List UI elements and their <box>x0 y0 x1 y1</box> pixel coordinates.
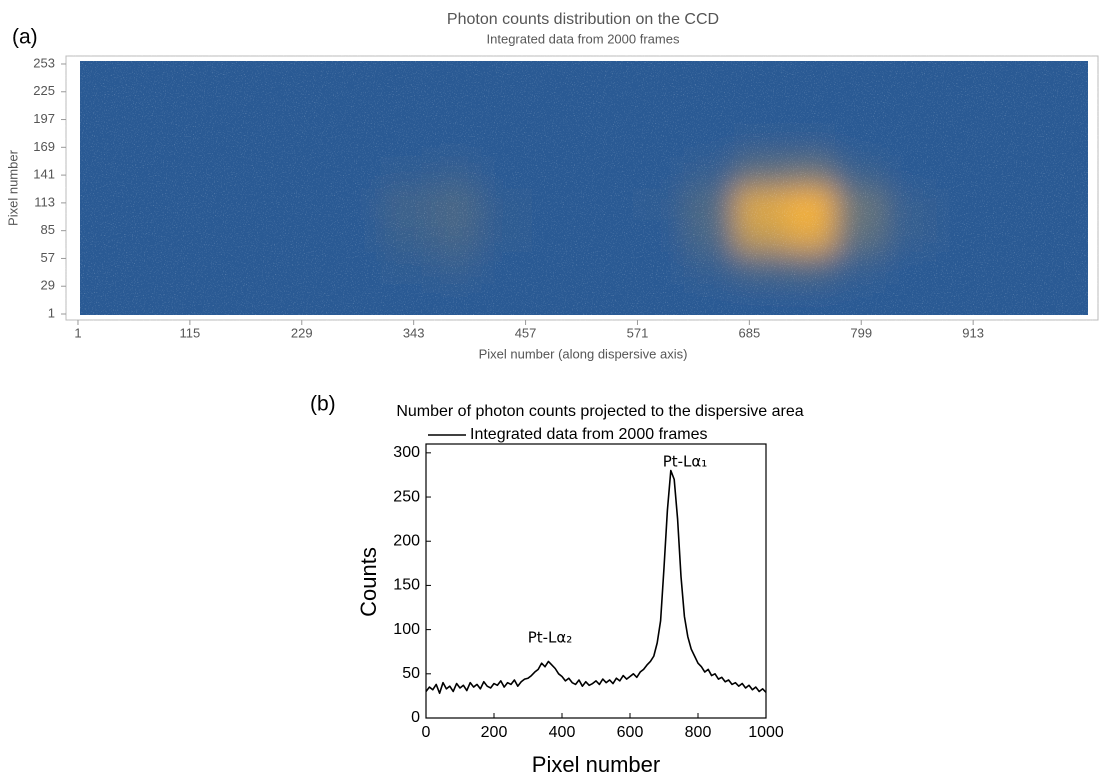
y-tick-label: 85 <box>41 222 55 237</box>
chart-title: Number of photon counts projected to the… <box>396 403 803 420</box>
panel-label: (b) <box>310 393 336 416</box>
noise-texture <box>80 61 1088 315</box>
y-tick-label: 150 <box>393 577 420 594</box>
annotation: Pt-Lα₂ <box>528 629 573 647</box>
x-tick-label: 571 <box>627 325 649 340</box>
panel-b: (b) Number of photon counts projected to… <box>310 393 804 776</box>
y-tick-label: 100 <box>393 621 420 638</box>
y-tick-label: 113 <box>34 194 55 209</box>
data-line <box>425 469 767 695</box>
panel-a: (a) Photon counts distribution on the CC… <box>5 11 1099 361</box>
x-tick-label: 685 <box>739 325 761 340</box>
y-tick-label: 1 <box>48 305 55 320</box>
y-tick-label: 29 <box>41 278 55 293</box>
y-tick-label: 253 <box>33 55 55 70</box>
x-tick-label: 1000 <box>748 724 784 741</box>
frame <box>65 55 1099 321</box>
panel-label: (a) <box>12 26 38 49</box>
x-tick-label: 0 <box>422 724 431 741</box>
y-tick-label: 141 <box>33 167 55 182</box>
x-tick-label: 115 <box>180 325 201 340</box>
plot-frame <box>425 443 767 719</box>
x-axis-label: Pixel number (along dispersive axis) <box>479 346 688 361</box>
y-tick-label: 300 <box>393 444 420 461</box>
y-tick-label: 200 <box>393 532 420 549</box>
y-axis-label: Counts <box>356 547 381 617</box>
x-tick-label: 200 <box>481 724 508 741</box>
x-tick-label: 913 <box>962 325 984 340</box>
x-tick-label: 343 <box>403 325 425 340</box>
y-tick-label: 57 <box>41 250 55 265</box>
chart-title: Photon counts distribution on the CCD <box>447 11 719 28</box>
y-tick-label: 250 <box>393 488 420 505</box>
y-tick-label: 225 <box>33 83 55 98</box>
x-tick-label: 800 <box>685 724 712 741</box>
chart-subtitle: Integrated data from 2000 frames <box>487 31 680 46</box>
x-tick-label: 1 <box>74 325 81 340</box>
annotation: Pt-Lα₁ <box>663 453 708 471</box>
y-tick-label: 50 <box>402 665 420 682</box>
x-tick-label: 600 <box>617 724 644 741</box>
x-tick-label: 229 <box>291 325 313 340</box>
y-tick-label: 197 <box>33 111 55 126</box>
x-tick-label: 457 <box>515 325 537 340</box>
legend-label: Integrated data from 2000 frames <box>470 426 707 443</box>
y-axis-label: Pixel number <box>5 149 20 226</box>
x-tick-label: 400 <box>549 724 576 741</box>
y-tick-label: 169 <box>33 139 55 154</box>
x-tick-label: 799 <box>850 325 872 340</box>
y-tick-label: 0 <box>411 709 420 726</box>
x-axis-label: Pixel number <box>532 752 660 776</box>
